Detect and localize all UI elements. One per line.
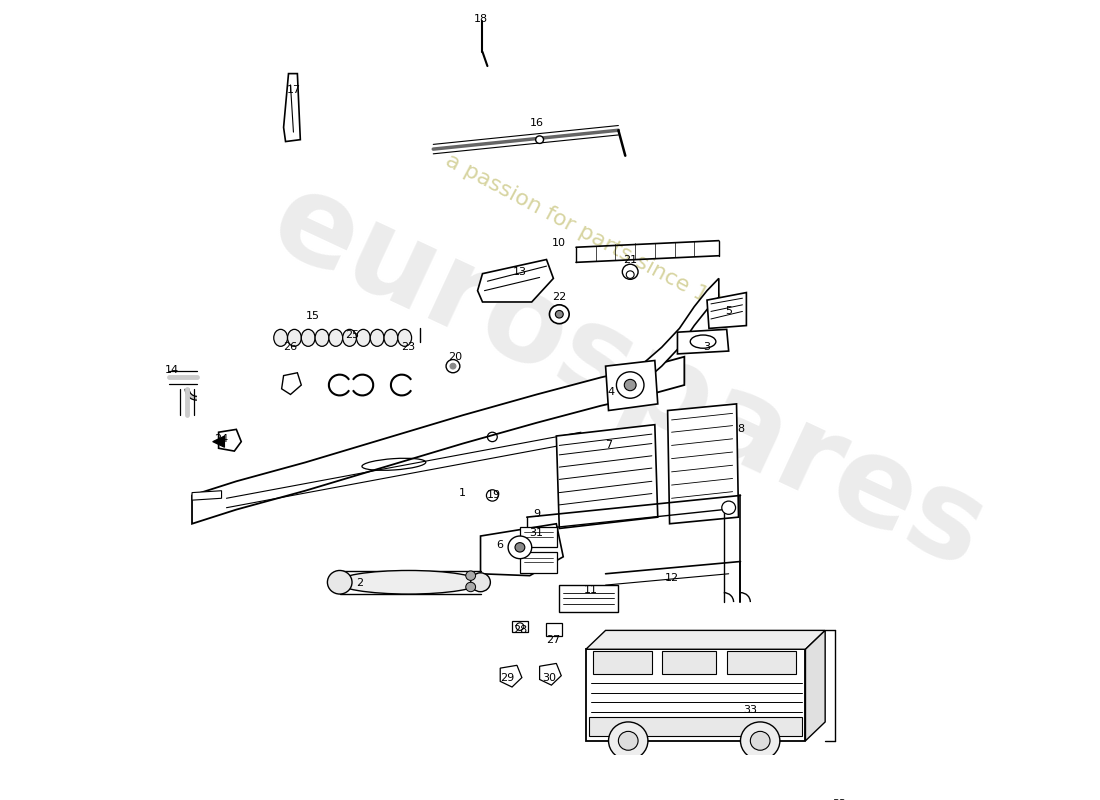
Circle shape — [508, 536, 531, 558]
Circle shape — [536, 136, 543, 143]
Ellipse shape — [371, 330, 384, 346]
Polygon shape — [500, 666, 521, 687]
Text: 1: 1 — [460, 488, 466, 498]
Polygon shape — [481, 524, 563, 576]
Ellipse shape — [274, 330, 287, 346]
Text: 18: 18 — [473, 14, 487, 24]
Circle shape — [722, 501, 736, 514]
Text: 32: 32 — [832, 799, 846, 800]
Text: 25: 25 — [345, 330, 360, 340]
Bar — [520, 552, 558, 573]
Circle shape — [556, 310, 563, 318]
Circle shape — [750, 731, 770, 750]
Text: 14: 14 — [165, 365, 179, 375]
Text: 16: 16 — [530, 118, 543, 128]
Polygon shape — [668, 404, 738, 524]
Bar — [593, 651, 652, 674]
Text: 5: 5 — [725, 306, 733, 317]
Text: 29: 29 — [500, 673, 514, 682]
Text: 31: 31 — [530, 528, 543, 538]
Polygon shape — [219, 430, 241, 451]
Circle shape — [447, 359, 460, 373]
Text: 6: 6 — [497, 541, 504, 550]
Bar — [547, 623, 562, 636]
Text: 28: 28 — [513, 626, 527, 635]
Text: 3: 3 — [704, 342, 711, 352]
Bar — [512, 621, 528, 632]
Text: 15: 15 — [306, 311, 320, 321]
Text: 17: 17 — [286, 85, 300, 94]
Ellipse shape — [384, 330, 398, 346]
Text: 19: 19 — [487, 490, 502, 501]
Text: 2: 2 — [355, 578, 363, 588]
Polygon shape — [805, 630, 825, 741]
Circle shape — [515, 542, 525, 552]
Polygon shape — [640, 278, 718, 385]
Ellipse shape — [328, 570, 352, 594]
Ellipse shape — [301, 330, 315, 346]
Ellipse shape — [338, 570, 480, 594]
Text: 27: 27 — [547, 635, 561, 645]
Circle shape — [450, 363, 455, 369]
Polygon shape — [678, 330, 728, 354]
Text: 8: 8 — [737, 424, 744, 434]
Ellipse shape — [471, 573, 491, 592]
Text: 22: 22 — [552, 292, 567, 302]
Ellipse shape — [343, 330, 356, 346]
Text: 7: 7 — [605, 441, 612, 450]
Polygon shape — [606, 361, 658, 410]
Text: 9: 9 — [534, 510, 540, 519]
Circle shape — [516, 623, 524, 630]
Text: 10: 10 — [552, 238, 567, 249]
Text: 20: 20 — [448, 352, 462, 362]
Text: 13: 13 — [513, 266, 527, 277]
Polygon shape — [212, 436, 224, 447]
Circle shape — [625, 379, 636, 390]
Bar — [520, 526, 558, 547]
Text: 23: 23 — [402, 342, 416, 352]
Ellipse shape — [398, 330, 411, 346]
Text: a passion for parts since 1985: a passion for parts since 1985 — [442, 150, 749, 326]
Polygon shape — [540, 663, 561, 685]
Polygon shape — [284, 74, 300, 142]
Polygon shape — [477, 259, 553, 302]
Polygon shape — [192, 490, 221, 500]
Polygon shape — [586, 630, 825, 650]
Text: 33: 33 — [744, 705, 757, 714]
Text: 11: 11 — [584, 585, 597, 595]
Circle shape — [550, 305, 569, 324]
Polygon shape — [557, 425, 658, 529]
Text: 12: 12 — [664, 573, 679, 582]
Polygon shape — [586, 650, 805, 741]
Text: 26: 26 — [284, 342, 297, 352]
Polygon shape — [707, 293, 747, 329]
Ellipse shape — [329, 330, 343, 346]
Ellipse shape — [356, 330, 371, 346]
Polygon shape — [192, 357, 684, 524]
Circle shape — [465, 571, 475, 580]
Circle shape — [618, 731, 638, 750]
Bar — [588, 718, 802, 736]
Circle shape — [623, 264, 638, 279]
Bar — [559, 585, 618, 611]
Circle shape — [608, 722, 648, 760]
Text: 30: 30 — [542, 673, 557, 682]
Bar — [727, 651, 795, 674]
Circle shape — [465, 582, 475, 592]
Text: eurospares: eurospares — [253, 161, 1003, 594]
Circle shape — [740, 722, 780, 760]
Polygon shape — [282, 373, 301, 394]
Ellipse shape — [315, 330, 329, 346]
Ellipse shape — [287, 330, 301, 346]
Bar — [662, 651, 716, 674]
Circle shape — [626, 271, 634, 278]
Circle shape — [616, 372, 644, 398]
Text: 21: 21 — [623, 254, 637, 265]
Text: 24: 24 — [214, 434, 229, 444]
Text: 4: 4 — [607, 386, 614, 397]
